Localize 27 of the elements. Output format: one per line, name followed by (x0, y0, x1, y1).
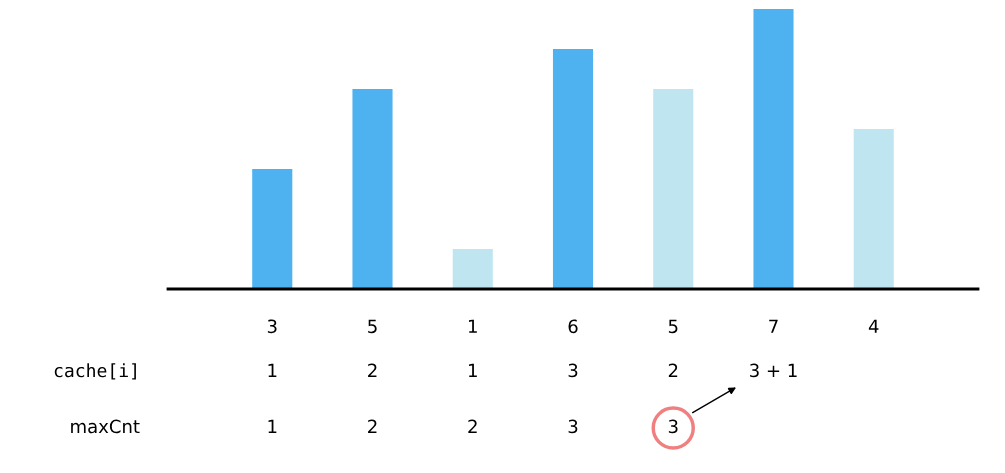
text: 1 (268, 363, 277, 377)
bar (352, 89, 393, 289)
data-label: 3 (267, 319, 277, 334)
bar (252, 169, 293, 289)
data-label: 1 (468, 319, 477, 333)
text: cache[i] (54, 363, 136, 380)
data-label: 7 (769, 319, 778, 333)
text: 3 (668, 419, 678, 434)
text: 3 (568, 363, 578, 378)
text: 2 (468, 419, 477, 433)
text: 2 (668, 363, 678, 377)
text: 3 + 1 (750, 363, 797, 378)
bar (552, 49, 594, 289)
bar (853, 129, 894, 289)
data-label: 6 (568, 319, 578, 334)
data-label: 5 (668, 319, 678, 334)
data-label: 4 (868, 319, 879, 333)
data-label: 5 (368, 319, 377, 334)
bar (653, 89, 694, 289)
text: 2 (368, 419, 377, 433)
text: 3 (568, 419, 578, 434)
text: 1 (268, 419, 277, 433)
text: 2 (368, 363, 377, 377)
bar (452, 249, 493, 289)
text: maxCnt (71, 419, 140, 434)
text: 1 (468, 363, 477, 377)
bar (753, 9, 794, 289)
